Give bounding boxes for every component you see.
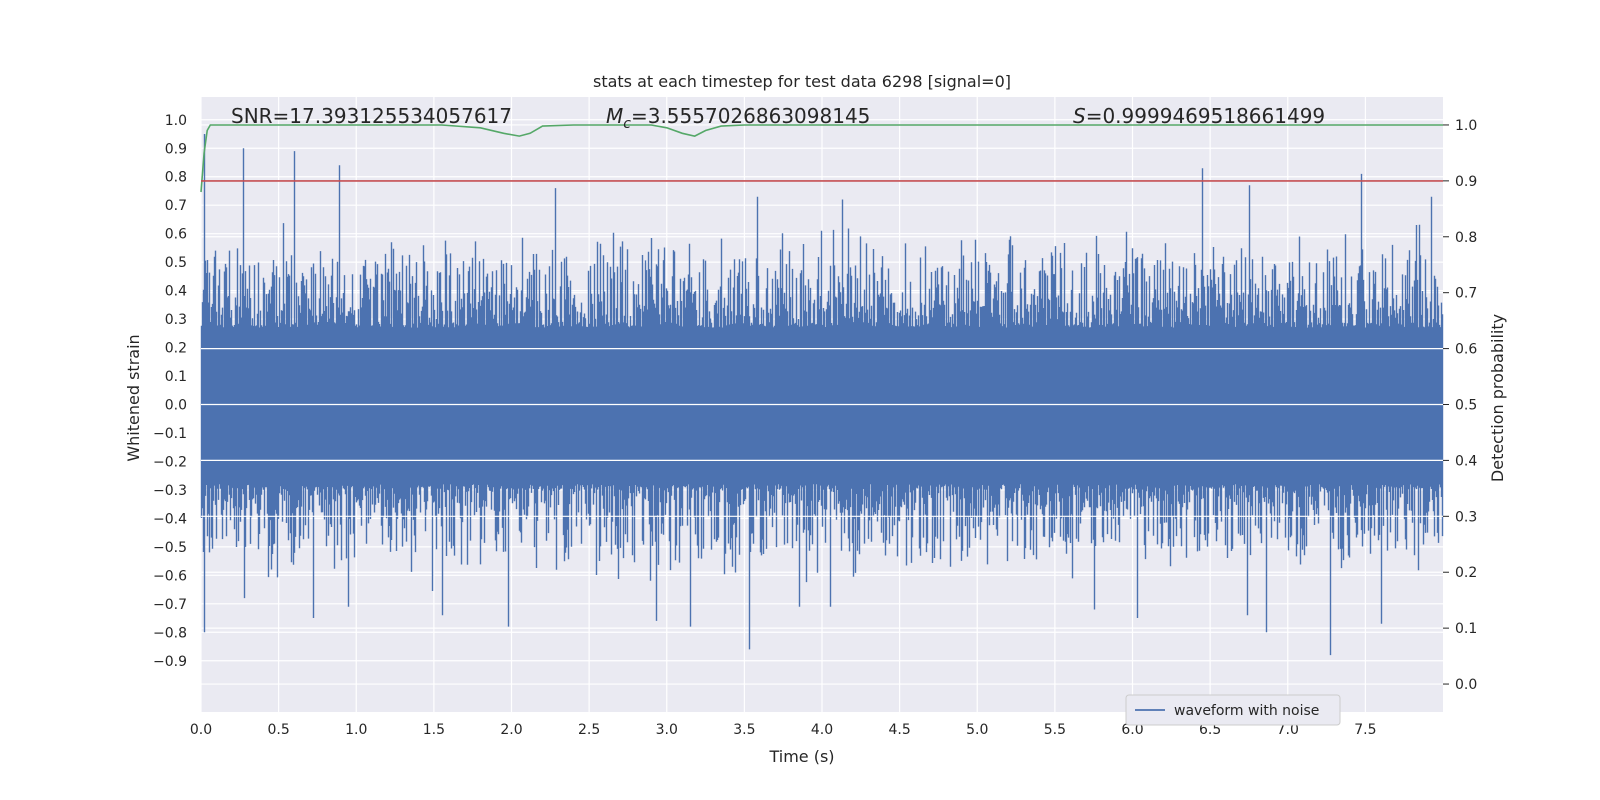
x-tick-label: 1.0 [345, 722, 367, 738]
x-axis-ticks: 0.0 0.5 1.0 1.5 2.0 2.5 3.0 3.5 4.0 4.5 5.0 5.5 6.0 6… [190, 722, 1377, 738]
waveform-line [200, 134, 1444, 656]
s-annotation: S=0.9999469518661499 [1073, 104, 1325, 128]
legend: waveform with noise [1125, 694, 1341, 726]
left-tick-label: 1.0 [165, 113, 187, 129]
s-symbol: S [1073, 104, 1086, 128]
left-tick-label: −0.8 [153, 625, 187, 641]
snr-annotation: SNR=17.393125534057617 [231, 104, 512, 128]
left-tick-label: 0.3 [165, 312, 187, 328]
plot-content [200, 124, 1444, 656]
right-tick-label: 0.4 [1455, 453, 1477, 469]
x-tick-label: 1.5 [423, 722, 445, 738]
probability-line [200, 124, 1443, 193]
x-tick-label: 7.5 [1354, 722, 1376, 738]
x-tick-label: 3.0 [656, 722, 678, 738]
left-tick-label: −0.4 [153, 511, 187, 527]
right-axis-ticks: 1.0 0.9 0.8 0.7 0.6 0.5 0.4 0.3 0.2 0.1 0.0 [1443, 118, 1477, 693]
chirp-mass-subscript: c [623, 116, 631, 132]
legend-box [1125, 694, 1341, 726]
right-tick-label: 0.9 [1455, 174, 1477, 190]
left-tick-label: 0.0 [165, 398, 187, 414]
x-tick-label: 2.0 [500, 722, 522, 738]
x-tick-label: 6.0 [1121, 722, 1143, 738]
left-tick-label: −0.3 [153, 483, 187, 499]
right-tick-label: 0.5 [1455, 398, 1477, 414]
right-tick-label: 0.6 [1455, 342, 1477, 358]
chirp-mass-annotation: Mc=3.5557026863098145 [606, 104, 870, 132]
x-tick-label: 7.0 [1277, 722, 1299, 738]
x-tick-label: 0.0 [190, 722, 212, 738]
legend-label: waveform with noise [1174, 703, 1319, 719]
right-tick-label: 0.7 [1455, 286, 1477, 302]
left-axis-ticks: 1.0 0.9 0.8 0.7 0.6 0.5 0.4 0.3 0.2 0.1 0.0 −0.1 −0.… [153, 113, 187, 670]
x-tick-label: 3.5 [733, 722, 755, 738]
right-tick-label: 1.0 [1455, 118, 1477, 134]
chirp-mass-symbol: M [606, 104, 623, 128]
x-tick-label: 6.5 [1199, 722, 1221, 738]
right-tick-label: 0.0 [1455, 677, 1477, 693]
left-tick-label: −0.7 [153, 597, 187, 613]
left-tick-label: −0.6 [153, 568, 187, 584]
left-tick-label: −0.5 [153, 540, 187, 556]
left-tick-label: 0.6 [165, 227, 187, 243]
s-value: =0.9999469518661499 [1086, 104, 1325, 128]
chart-title: stats at each timestep for test data 629… [593, 72, 1011, 91]
chirp-mass-value: =3.5557026863098145 [631, 104, 870, 128]
left-tick-label: 0.7 [165, 198, 187, 214]
left-axis-label: Whitened strain [124, 334, 143, 461]
left-tick-label: 0.9 [165, 141, 187, 157]
right-tick-label: 0.2 [1455, 565, 1477, 581]
x-axis-label: Time (s) [768, 747, 834, 766]
x-tick-label: 5.5 [1044, 722, 1066, 738]
left-tick-label: −0.9 [153, 654, 187, 670]
x-tick-label: 5.0 [966, 722, 988, 738]
left-tick-label: 0.2 [165, 341, 187, 357]
waveform-series [200, 134, 1444, 656]
x-tick-label: 2.5 [578, 722, 600, 738]
left-tick-label: 0.8 [165, 170, 187, 186]
right-tick-label: 0.1 [1455, 621, 1477, 637]
probability-series [200, 124, 1443, 193]
left-tick-label: 0.4 [165, 284, 187, 300]
x-tick-label: 0.5 [267, 722, 289, 738]
x-tick-label: 4.0 [811, 722, 833, 738]
left-tick-label: 0.1 [165, 369, 187, 385]
left-tick-label: −0.2 [153, 454, 187, 470]
x-tick-label: 4.5 [888, 722, 910, 738]
left-tick-label: −0.1 [153, 426, 187, 442]
right-axis-label: Detection probability [1488, 314, 1507, 482]
left-tick-label: 0.5 [165, 255, 187, 271]
right-tick-label: 0.8 [1455, 230, 1477, 246]
right-tick-label: 0.3 [1455, 509, 1477, 525]
